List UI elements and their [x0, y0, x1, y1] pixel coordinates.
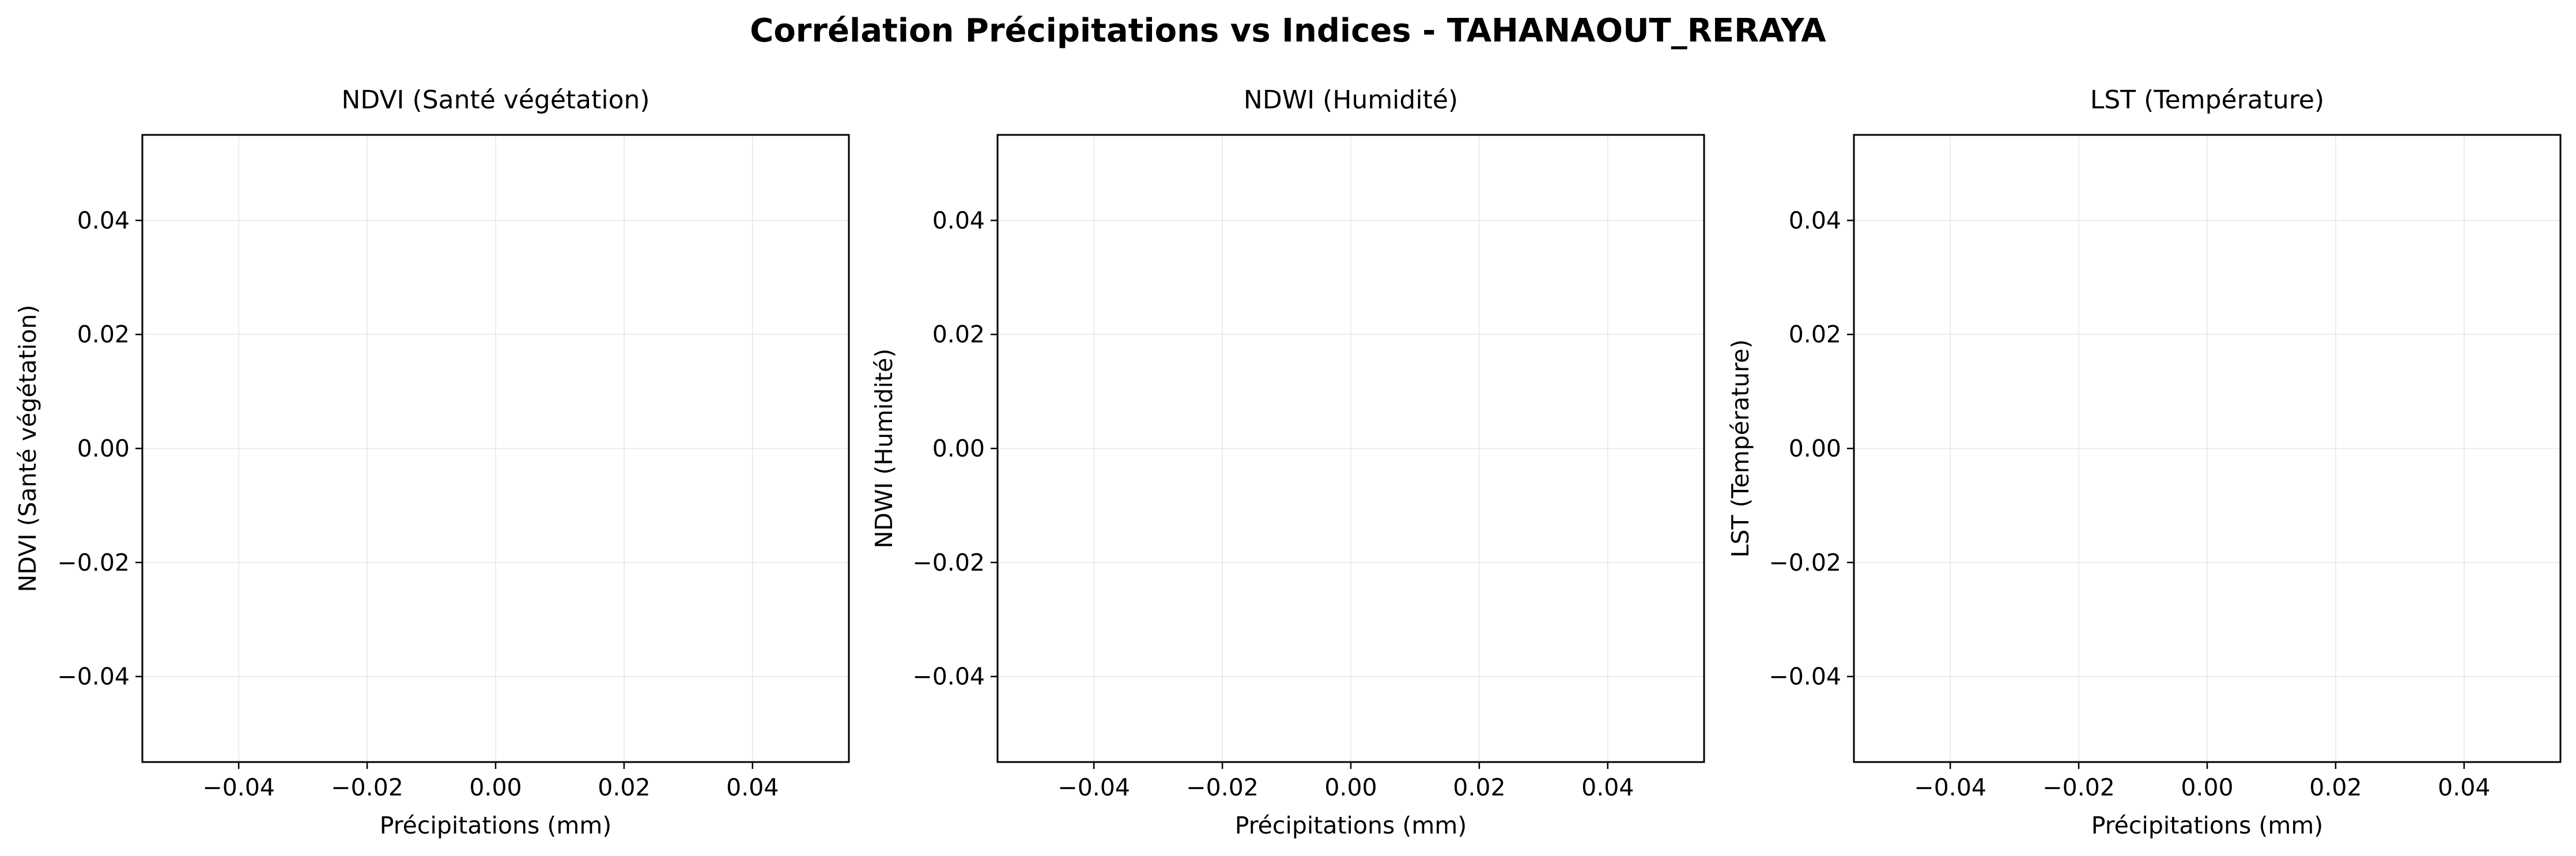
- subplot-ndvi-y-tick-label: 0.02: [77, 320, 130, 348]
- subplot-ndwi-title: NDWI (Humidité): [1244, 85, 1458, 115]
- subplot-ndwi-x-tick-label: 0.04: [1581, 774, 1634, 801]
- subplot-ndvi-x-tick-label: −0.02: [331, 774, 403, 801]
- subplot-ndvi-title: NDVI (Santé végétation): [341, 85, 649, 115]
- subplot-ndwi-y-ticks: −0.04 −0.02 0.00 0.02 0.04: [912, 206, 998, 691]
- subplot-lst-y-tick-label: 0.02: [1789, 320, 1841, 348]
- subplot-ndvi-y-axis-label: NDVI (Santé végétation): [14, 305, 41, 593]
- subplot-lst-x-ticks: −0.04 −0.02 0.00 0.02 0.04: [1914, 762, 2490, 801]
- subplot-ndwi-y-tick-label: −0.04: [912, 663, 985, 691]
- subplot-ndvi-x-tick-label: 0.04: [726, 774, 779, 801]
- subplot-lst-x-tick-label: 0.04: [2438, 774, 2490, 801]
- subplot-ndwi-x-tick-label: 0.00: [1324, 774, 1377, 801]
- subplot-ndwi-y-tick-label: 0.04: [932, 206, 985, 234]
- subplot-lst-y-axis-label: LST (Température): [1727, 340, 1754, 558]
- subplot-lst-x-tick-label: 0.00: [2181, 774, 2233, 801]
- subplot-lst-x-tick-label: −0.02: [2042, 774, 2115, 801]
- subplot-lst: LST (Température) −0.04 −0.02 0.00 0.02 0.04…: [1727, 85, 2562, 839]
- subplot-ndvi-x-tick-label: 0.02: [598, 774, 650, 801]
- subplot-ndwi-x-tick-label: 0.02: [1453, 774, 1505, 801]
- subplot-ndvi-y-tick-label: −0.02: [57, 549, 130, 576]
- subplot-lst-x-axis-label: Précipitations (mm): [2091, 812, 2324, 839]
- subplot-lst-title: LST (Température): [2090, 85, 2324, 115]
- subplot-ndvi-x-tick-label: −0.04: [202, 774, 275, 801]
- subplot-ndwi-y-tick-label: 0.00: [932, 435, 985, 462]
- subplot-lst-y-tick-label: −0.02: [1769, 549, 1841, 576]
- subplot-ndvi-y-tick-label: 0.00: [77, 435, 130, 462]
- subplot-lst-x-tick-label: −0.04: [1914, 774, 1986, 801]
- subplot-ndvi-y-tick-label: −0.04: [57, 663, 130, 691]
- subplot-ndwi-x-axis-label: Précipitations (mm): [1235, 812, 1467, 839]
- subplot-ndwi: NDWI (Humidité) −0.04 −0.02 0.00 0.02 0.04 −…: [870, 85, 1705, 839]
- subplot-ndvi: NDVI (Santé végétation) −0.04 −0.02 0.00 0.…: [14, 85, 850, 839]
- subplot-lst-x-tick-label: 0.02: [2309, 774, 2362, 801]
- figure-title: Corrélation Précipitations vs Indices - …: [750, 12, 1826, 50]
- subplot-ndvi-x-axis-label: Précipitations (mm): [380, 812, 612, 839]
- subplot-ndwi-x-tick-label: −0.04: [1057, 774, 1130, 801]
- subplot-ndvi-x-tick-label: 0.00: [469, 774, 522, 801]
- subplot-ndwi-y-axis-label: NDWI (Humidité): [870, 349, 898, 549]
- subplot-ndwi-y-tick-label: −0.02: [912, 549, 985, 576]
- subplot-ndwi-y-tick-label: 0.02: [932, 320, 985, 348]
- subplot-lst-y-ticks: −0.04 −0.02 0.00 0.02 0.04: [1769, 206, 1854, 691]
- subplot-ndvi-y-tick-label: 0.04: [77, 206, 130, 234]
- subplot-lst-grid: [1854, 135, 2560, 762]
- subplot-lst-y-tick-label: 0.04: [1789, 206, 1841, 234]
- subplot-lst-y-tick-label: 0.00: [1789, 435, 1841, 462]
- subplot-ndvi-grid: [142, 135, 849, 762]
- subplot-ndvi-x-ticks: −0.04 −0.02 0.00 0.02 0.04: [202, 762, 779, 801]
- subplot-ndvi-y-ticks: −0.04 −0.02 0.00 0.02 0.04: [57, 206, 142, 691]
- subplot-ndwi-grid: [998, 135, 1704, 762]
- subplot-ndwi-x-ticks: −0.04 −0.02 0.00 0.02 0.04: [1057, 762, 1634, 801]
- subplot-lst-y-tick-label: −0.04: [1769, 663, 1841, 691]
- subplot-ndwi-x-tick-label: −0.02: [1186, 774, 1259, 801]
